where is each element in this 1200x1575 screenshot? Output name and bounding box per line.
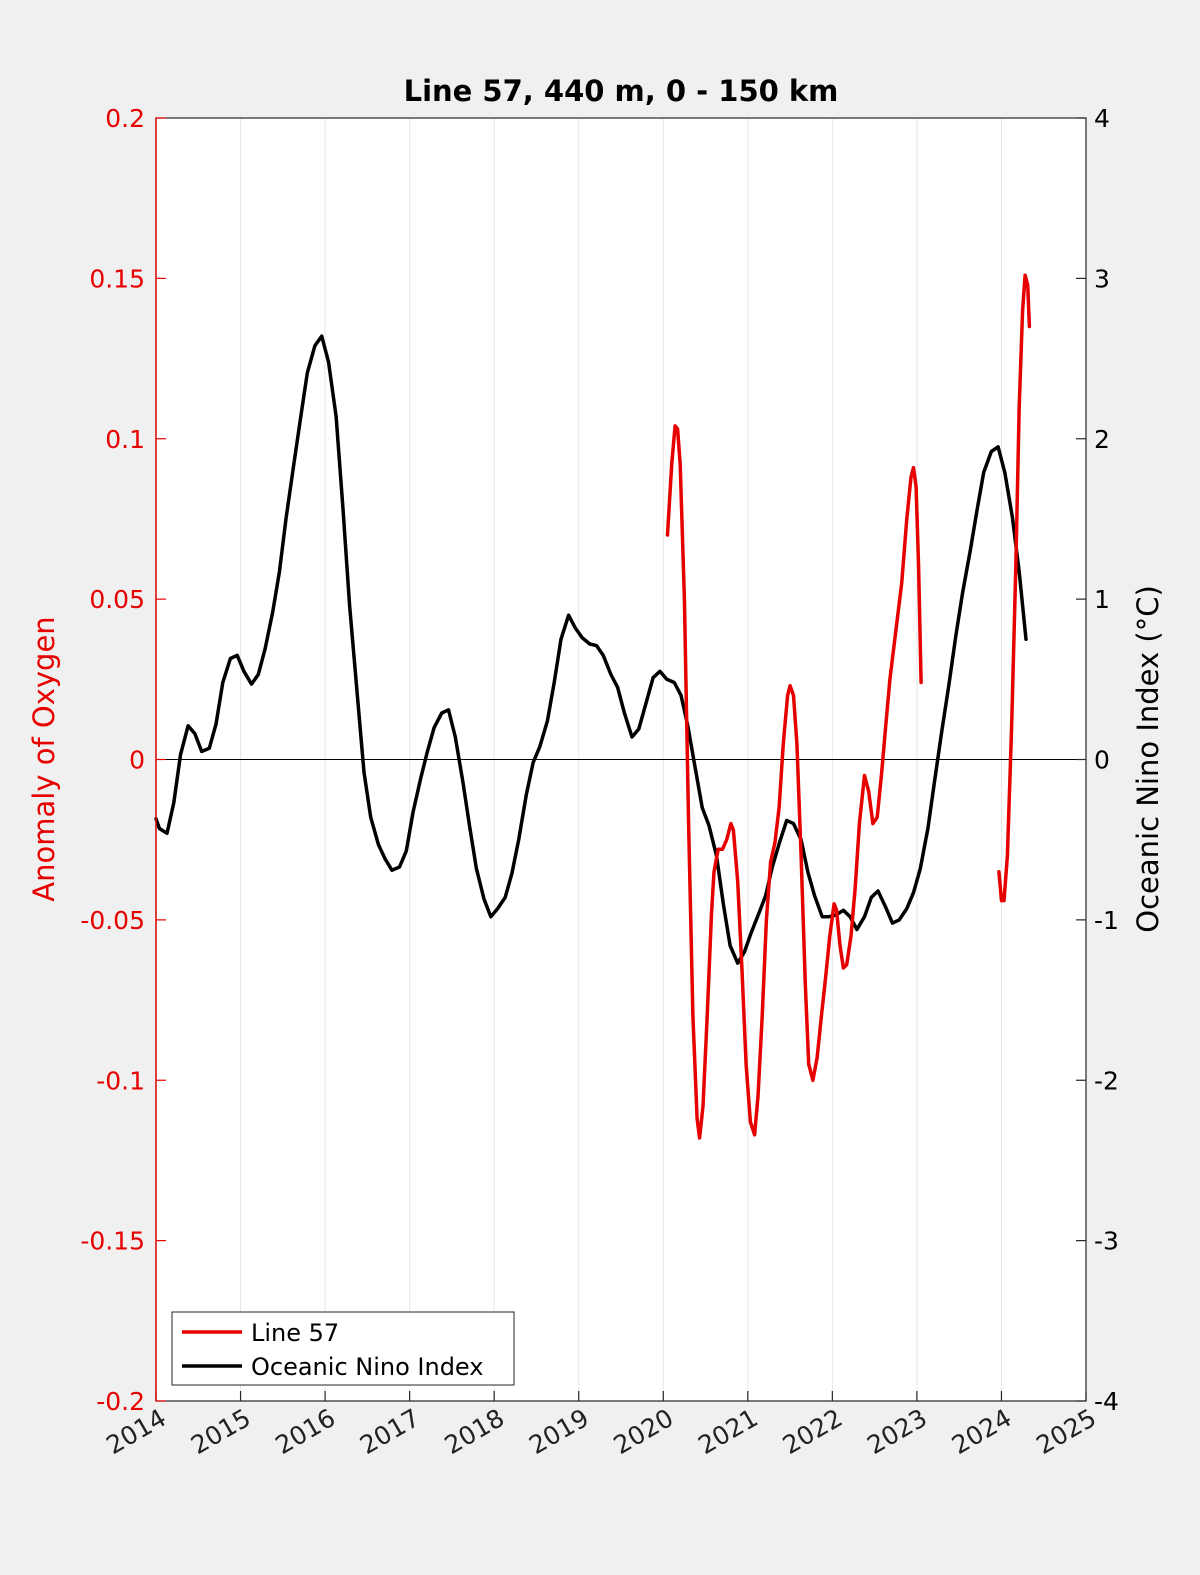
left-axis-label: Anomaly of Oxygen <box>27 616 61 901</box>
x-tick-label: 2017 <box>355 1403 425 1460</box>
x-tick-label: 2018 <box>440 1403 510 1460</box>
y-right-tick-label: -2 <box>1094 1066 1119 1095</box>
x-tick-label: 2021 <box>693 1403 763 1460</box>
y-right-tick-label: -4 <box>1094 1387 1119 1416</box>
axis-ticks <box>155 117 1087 1402</box>
x-tick-label: 2024 <box>947 1403 1017 1460</box>
y-right-tick-label: -3 <box>1094 1227 1119 1256</box>
y-left-tick-label: -0.1 <box>96 1066 145 1095</box>
x-tick-label: 2016 <box>270 1403 340 1460</box>
y-left-tick-label: 0 <box>129 746 145 775</box>
y-left-tick-label: 0.2 <box>105 104 145 133</box>
y-right-tick-label: 0 <box>1094 746 1110 775</box>
y-left-tick-label: 0.15 <box>89 264 145 293</box>
x-tick-label: 2023 <box>862 1403 932 1460</box>
x-tick-label: 2015 <box>186 1403 256 1460</box>
legend-label-line-57: Line 57 <box>251 1319 339 1347</box>
y-left-tick-label: 0.1 <box>105 425 145 454</box>
legend-label-oni: Oceanic Nino Index <box>251 1353 483 1381</box>
y-left-tick-label: -0.15 <box>80 1227 145 1256</box>
series-lines <box>154 273 1032 1140</box>
y-left-tick-label: 0.05 <box>89 585 145 614</box>
chart-title: Line 57, 440 m, 0 - 150 km <box>404 74 839 108</box>
legend: Line 57 Oceanic Nino Index <box>171 1311 515 1386</box>
x-tick-label: 2022 <box>778 1403 848 1460</box>
legend-box <box>171 1311 515 1386</box>
line-57-series <box>997 273 1032 903</box>
x-tick-label: 2020 <box>609 1403 679 1460</box>
y-left-tick-label: -0.2 <box>96 1387 145 1416</box>
line-57-series <box>665 424 923 1140</box>
y-right-tick-label: 2 <box>1094 425 1110 454</box>
y-left-tick-label: -0.05 <box>80 906 145 935</box>
y-right-tick-label: 4 <box>1094 104 1110 133</box>
y-right-tick-label: 1 <box>1094 585 1110 614</box>
x-tick-label: 2025 <box>1031 1403 1101 1460</box>
right-axis-label: Oceanic Nino Index (°C) <box>1131 585 1165 933</box>
y-right-tick-label: -1 <box>1094 906 1119 935</box>
x-tick-label: 2019 <box>524 1403 594 1460</box>
oni-series <box>154 334 1028 965</box>
y-right-tick-label: 3 <box>1094 264 1110 293</box>
